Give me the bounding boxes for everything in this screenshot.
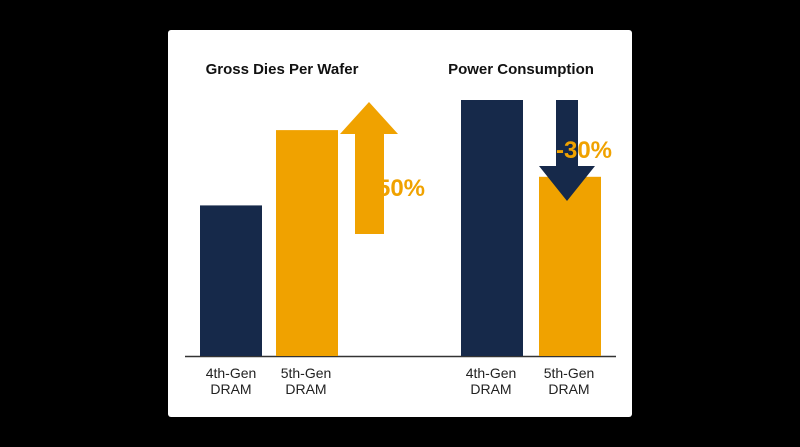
tick-label-left-4th: 4th-Gen DRAM	[206, 365, 257, 397]
tick-label-right-4th: 4th-Gen DRAM	[466, 365, 517, 397]
bar-dies-4th-gen	[200, 205, 262, 356]
arrow-down-icon	[539, 100, 595, 201]
bar-dies-5th-gen	[276, 130, 338, 356]
annotation-minus-30: -30%	[556, 137, 612, 164]
bar-power-5th-gen	[539, 176, 601, 356]
bar-power-4th-gen	[461, 100, 523, 356]
annotation-plus-50: +50%	[363, 175, 425, 202]
chart-title-left: Gross Dies Per Wafer	[206, 61, 359, 78]
arrow-up-icon	[340, 102, 398, 234]
chart-title-right: Power Consumption	[448, 61, 594, 78]
tick-label-right-5th: 5th-Gen DRAM	[544, 365, 595, 397]
tick-label-left-5th: 5th-Gen DRAM	[281, 365, 332, 397]
